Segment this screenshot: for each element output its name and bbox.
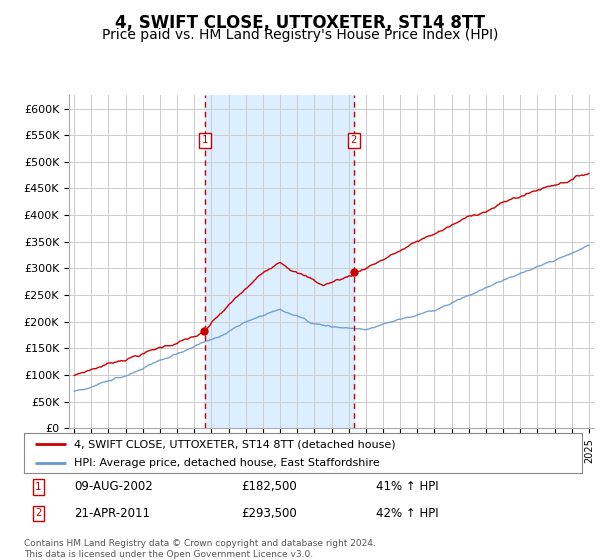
Text: £182,500: £182,500 — [242, 480, 298, 493]
Text: Price paid vs. HM Land Registry's House Price Index (HPI): Price paid vs. HM Land Registry's House … — [102, 28, 498, 42]
Text: 4, SWIFT CLOSE, UTTOXETER, ST14 8TT (detached house): 4, SWIFT CLOSE, UTTOXETER, ST14 8TT (det… — [74, 439, 396, 449]
Text: 1: 1 — [202, 135, 208, 145]
Text: 21-APR-2011: 21-APR-2011 — [74, 507, 150, 520]
Text: 2: 2 — [350, 135, 357, 145]
Text: HPI: Average price, detached house, East Staffordshire: HPI: Average price, detached house, East… — [74, 458, 380, 468]
Text: 42% ↑ HPI: 42% ↑ HPI — [376, 507, 438, 520]
Text: 41% ↑ HPI: 41% ↑ HPI — [376, 480, 438, 493]
Text: 1: 1 — [35, 482, 41, 492]
Text: Contains HM Land Registry data © Crown copyright and database right 2024.
This d: Contains HM Land Registry data © Crown c… — [24, 539, 376, 559]
Bar — [205, 95, 354, 428]
Text: 4, SWIFT CLOSE, UTTOXETER, ST14 8TT: 4, SWIFT CLOSE, UTTOXETER, ST14 8TT — [115, 14, 485, 32]
Text: £293,500: £293,500 — [242, 507, 298, 520]
Text: 2: 2 — [35, 508, 41, 518]
Text: 09-AUG-2002: 09-AUG-2002 — [74, 480, 153, 493]
